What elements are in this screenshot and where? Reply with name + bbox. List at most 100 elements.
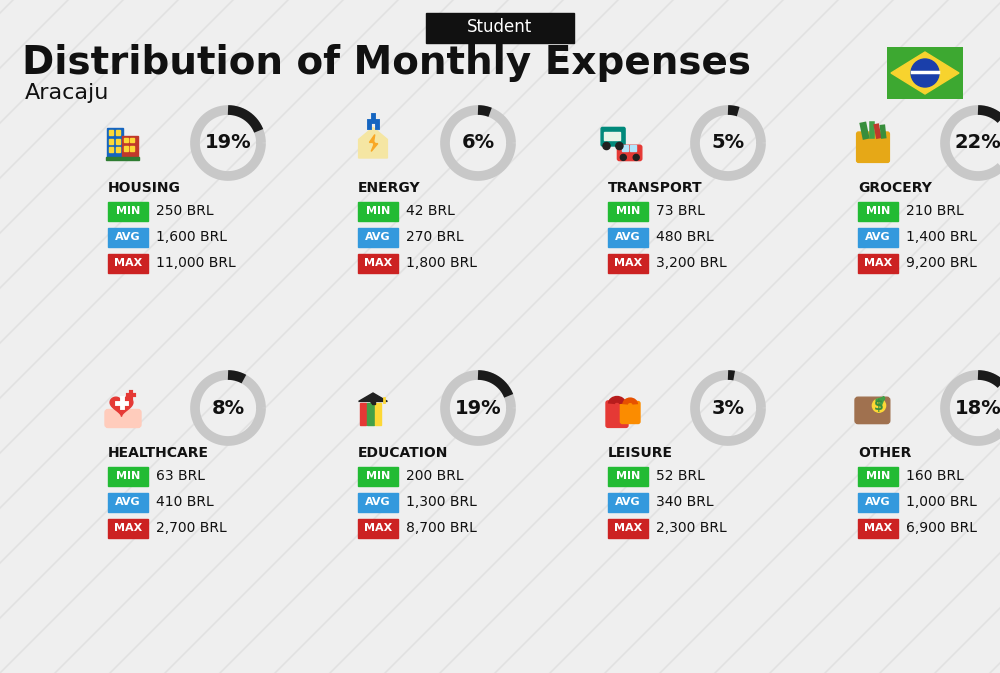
Circle shape [872, 399, 886, 412]
FancyBboxPatch shape [372, 400, 374, 404]
Text: LEISURE: LEISURE [608, 446, 673, 460]
FancyBboxPatch shape [608, 493, 648, 511]
FancyBboxPatch shape [858, 201, 898, 221]
Text: 250 BRL: 250 BRL [156, 204, 214, 218]
FancyBboxPatch shape [106, 157, 139, 160]
FancyBboxPatch shape [855, 397, 890, 423]
FancyBboxPatch shape [858, 227, 898, 246]
FancyBboxPatch shape [858, 254, 898, 273]
Text: 42 BRL: 42 BRL [406, 204, 455, 218]
Text: 410 BRL: 410 BRL [156, 495, 214, 509]
FancyBboxPatch shape [622, 145, 628, 151]
Text: Student: Student [467, 18, 533, 36]
Circle shape [371, 399, 375, 404]
Text: 52 BRL: 52 BRL [656, 469, 705, 483]
Text: MIN: MIN [616, 206, 640, 216]
FancyBboxPatch shape [358, 201, 398, 221]
Text: AVG: AVG [865, 497, 891, 507]
Text: 1,600 BRL: 1,600 BRL [156, 230, 227, 244]
Text: 2,300 BRL: 2,300 BRL [656, 521, 727, 535]
Polygon shape [369, 135, 378, 151]
Text: MAX: MAX [364, 258, 392, 268]
Circle shape [633, 154, 639, 160]
Text: 1,300 BRL: 1,300 BRL [406, 495, 477, 509]
Text: AVG: AVG [115, 497, 141, 507]
Text: MAX: MAX [614, 258, 642, 268]
Circle shape [911, 59, 939, 87]
FancyBboxPatch shape [858, 466, 898, 485]
Text: 19%: 19% [205, 133, 251, 153]
Text: 1,400 BRL: 1,400 BRL [906, 230, 977, 244]
Text: HEALTHCARE: HEALTHCARE [108, 446, 209, 460]
Text: ENERGY: ENERGY [358, 181, 421, 195]
FancyBboxPatch shape [620, 402, 640, 423]
Text: AVG: AVG [865, 232, 891, 242]
Polygon shape [359, 127, 387, 158]
Text: 8%: 8% [211, 398, 245, 417]
Text: 210 BRL: 210 BRL [906, 204, 964, 218]
FancyBboxPatch shape [612, 132, 620, 140]
Text: 3%: 3% [712, 398, 744, 417]
FancyBboxPatch shape [857, 132, 889, 162]
FancyBboxPatch shape [108, 466, 148, 485]
FancyBboxPatch shape [358, 466, 398, 485]
FancyBboxPatch shape [106, 128, 123, 158]
FancyBboxPatch shape [108, 518, 148, 538]
Text: AVG: AVG [365, 497, 391, 507]
FancyBboxPatch shape [130, 137, 134, 142]
Text: MAX: MAX [864, 258, 892, 268]
Text: AVG: AVG [365, 232, 391, 242]
Text: MAX: MAX [364, 523, 392, 533]
Polygon shape [891, 52, 959, 94]
Text: 19%: 19% [455, 398, 501, 417]
Text: 6%: 6% [461, 133, 495, 153]
Text: Aracaju: Aracaju [25, 83, 109, 103]
Text: 8,700 BRL: 8,700 BRL [406, 521, 477, 535]
Text: MIN: MIN [866, 206, 890, 216]
FancyBboxPatch shape [109, 139, 113, 143]
FancyBboxPatch shape [358, 227, 398, 246]
Text: $: $ [874, 398, 884, 413]
Text: MAX: MAX [614, 523, 642, 533]
Text: 22%: 22% [955, 133, 1000, 153]
Polygon shape [359, 393, 387, 401]
Text: 11,000 BRL: 11,000 BRL [156, 256, 236, 270]
Text: 9,200 BRL: 9,200 BRL [906, 256, 977, 270]
Text: MAX: MAX [114, 523, 142, 533]
FancyBboxPatch shape [116, 139, 120, 143]
Text: EDUCATION: EDUCATION [358, 446, 448, 460]
FancyBboxPatch shape [109, 130, 113, 135]
FancyBboxPatch shape [374, 403, 381, 425]
FancyBboxPatch shape [608, 201, 648, 221]
Text: AVG: AVG [115, 232, 141, 242]
FancyBboxPatch shape [858, 493, 898, 511]
FancyBboxPatch shape [108, 227, 148, 246]
Text: MIN: MIN [616, 471, 640, 481]
FancyBboxPatch shape [604, 132, 612, 140]
Text: MAX: MAX [864, 523, 892, 533]
FancyBboxPatch shape [367, 403, 374, 425]
Text: 73 BRL: 73 BRL [656, 204, 705, 218]
Text: 340 BRL: 340 BRL [656, 495, 714, 509]
FancyBboxPatch shape [108, 201, 148, 221]
Text: 160 BRL: 160 BRL [906, 469, 964, 483]
FancyBboxPatch shape [608, 466, 648, 485]
Text: AVG: AVG [615, 497, 641, 507]
FancyBboxPatch shape [116, 130, 120, 135]
FancyBboxPatch shape [130, 146, 134, 151]
Text: 63 BRL: 63 BRL [156, 469, 205, 483]
Text: 6,900 BRL: 6,900 BRL [906, 521, 977, 535]
FancyBboxPatch shape [108, 493, 148, 511]
FancyBboxPatch shape [608, 254, 648, 273]
Text: 18%: 18% [955, 398, 1000, 417]
Text: TRANSPORT: TRANSPORT [608, 181, 703, 195]
Text: 3,200 BRL: 3,200 BRL [656, 256, 727, 270]
FancyBboxPatch shape [358, 254, 398, 273]
Text: MIN: MIN [366, 206, 390, 216]
Text: GROCERY: GROCERY [858, 181, 932, 195]
Text: MIN: MIN [366, 471, 390, 481]
FancyBboxPatch shape [608, 227, 648, 246]
Text: 2,700 BRL: 2,700 BRL [156, 521, 227, 535]
FancyBboxPatch shape [108, 254, 148, 273]
FancyBboxPatch shape [887, 47, 963, 99]
